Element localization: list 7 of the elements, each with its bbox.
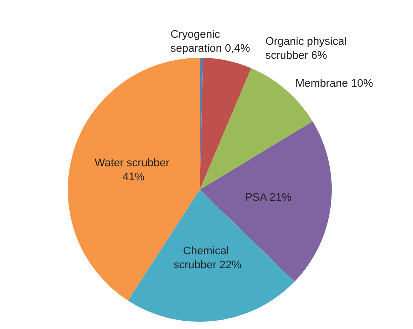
- slice-label: Chemical scrubber 22%: [174, 246, 242, 272]
- slice-label: Water scrubber: [94, 157, 173, 170]
- slice-label: Cryogenic separation 0,4%: [170, 29, 250, 56]
- slice-label: Membrane 10%: [296, 78, 374, 90]
- slice-label: Organic physical scrubber 6%: [266, 36, 350, 62]
- data-label: 41%: [122, 171, 146, 184]
- slice-label: PSA 21%: [245, 192, 292, 204]
